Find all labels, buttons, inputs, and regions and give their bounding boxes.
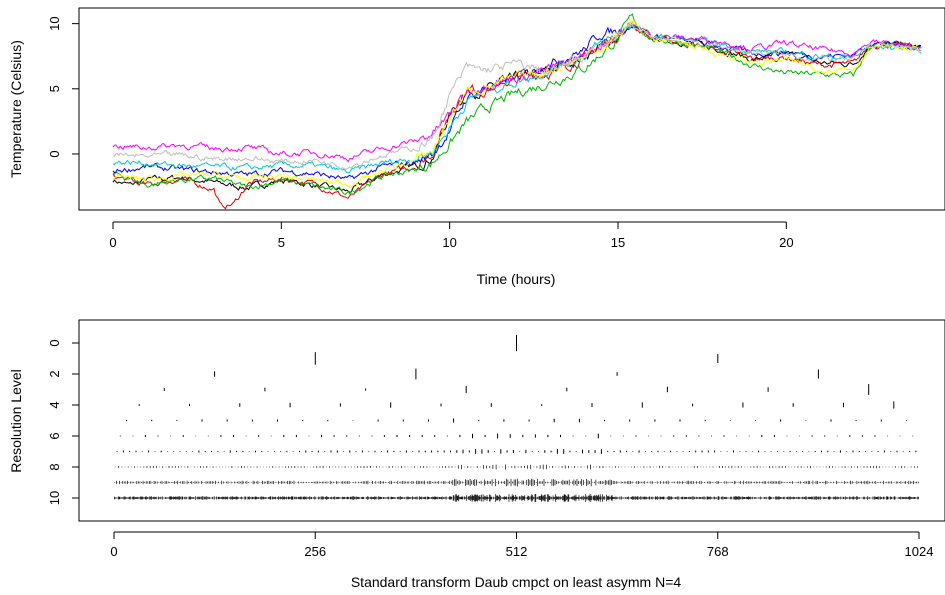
temperature-x-tick-label: 0 — [109, 235, 116, 250]
temperature-y-tick-label: 0 — [47, 150, 62, 157]
wavelet-x-axis: 0 256 512 768 1024 — [110, 531, 934, 559]
temperature-panel: 0 5 10 15 20 0 5 10 Time (hours) Temperature (… — [8, 7, 945, 287]
wavelet-x-tick-label: 256 — [304, 544, 326, 559]
wavelet-y-tick-label: 10 — [47, 491, 62, 505]
wavelet-x-tick-label: 768 — [707, 544, 729, 559]
temperature-series-line-2 — [112, 13, 922, 195]
temperature-series-line-7 — [112, 23, 922, 171]
wavelet-y-axis-label: Resolution Level — [8, 369, 24, 473]
temperature-y-axis: 0 5 10 — [47, 16, 80, 158]
temperature-x-axis: 0 5 10 15 20 — [109, 221, 794, 250]
wavelet-x-tick-label: 512 — [506, 544, 528, 559]
temperature-series-line-0 — [112, 21, 922, 193]
temperature-series-line-3 — [112, 23, 922, 180]
wavelet-x-axis-label: Standard transform Daub cmpct on least a… — [351, 574, 682, 590]
temperature-x-tick-label: 10 — [442, 235, 456, 250]
wavelet-panel: 0 256 512 768 1024 0 2 4 6 8 10 Standard transfor… — [8, 319, 945, 590]
wavelet-y-tick-label: 8 — [47, 463, 62, 470]
temperature-y-tick-label: 10 — [47, 16, 62, 30]
wavelet-y-axis: 0 2 4 6 8 10 — [47, 339, 80, 505]
temperature-series-group — [112, 13, 922, 210]
wavelet-coefficients-group — [114, 334, 919, 502]
temperature-x-tick-label: 20 — [779, 235, 793, 250]
wavelet-y-tick-label: 6 — [47, 432, 62, 439]
wavelet-y-tick-label: 2 — [47, 370, 62, 377]
temperature-series-line-6 — [112, 18, 922, 189]
temperature-series-line-5 — [112, 20, 922, 163]
temperature-x-axis-label: Time (hours) — [477, 271, 556, 287]
temperature-x-tick-label: 15 — [611, 235, 625, 250]
temperature-series-line-1 — [112, 23, 922, 210]
temperature-y-tick-label: 5 — [47, 85, 62, 92]
temperature-x-tick-label: 5 — [278, 235, 285, 250]
wavelet-plot-frame — [78, 319, 945, 522]
wavelet-y-tick-label: 0 — [47, 339, 62, 346]
wavelet-x-tick-label: 0 — [110, 544, 117, 559]
temperature-y-axis-label: Temperature (Celsius) — [8, 40, 24, 178]
wavelet-x-tick-label: 1024 — [905, 544, 934, 559]
wavelet-y-tick-label: 4 — [47, 401, 62, 408]
